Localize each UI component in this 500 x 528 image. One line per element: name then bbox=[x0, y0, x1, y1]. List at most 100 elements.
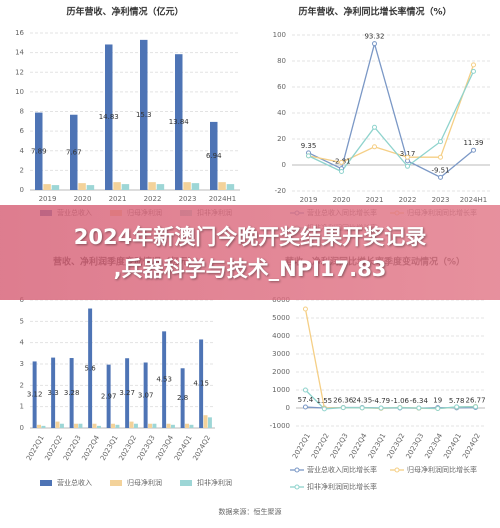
bar bbox=[105, 44, 113, 191]
y-tick-label: 100 bbox=[273, 31, 286, 39]
data-label: 3.28 bbox=[64, 389, 80, 397]
bar bbox=[74, 423, 79, 428]
bar bbox=[203, 415, 208, 428]
bar bbox=[106, 364, 111, 428]
bar bbox=[156, 184, 165, 190]
y-tick-label: 1 bbox=[20, 403, 24, 411]
bar bbox=[210, 121, 218, 190]
y-tick-label: 60 bbox=[277, 83, 286, 91]
data-label: 3.27 bbox=[119, 389, 135, 397]
data-label: 2.8 bbox=[177, 394, 188, 402]
point bbox=[302, 306, 308, 312]
bar bbox=[51, 185, 60, 190]
y-tick-label: -1000 bbox=[270, 422, 290, 430]
source: 数据来源：恒生聚源 bbox=[219, 507, 282, 516]
point bbox=[416, 405, 422, 411]
bar bbox=[55, 421, 60, 428]
data-label: -9.51 bbox=[431, 166, 449, 174]
data-label: 57.4 bbox=[298, 396, 314, 404]
y-tick-label: 14 bbox=[15, 49, 24, 57]
bar bbox=[129, 421, 134, 428]
data-label: -6.34 bbox=[410, 397, 429, 405]
data-label: 1.55 bbox=[317, 397, 333, 405]
y-tick-label: 0 bbox=[20, 424, 24, 432]
bar bbox=[111, 423, 116, 428]
y-tick-label: -20 bbox=[275, 187, 286, 195]
x-tick-label: 2019 bbox=[300, 196, 318, 204]
y-tick-label: 0 bbox=[20, 186, 24, 194]
x-tick-label: 2019 bbox=[39, 195, 57, 203]
y-tick-label: 0 bbox=[282, 161, 286, 169]
point bbox=[471, 62, 476, 68]
bar bbox=[37, 424, 42, 428]
point bbox=[372, 41, 377, 47]
data-label: 3.07 bbox=[138, 391, 154, 399]
bar bbox=[175, 54, 183, 190]
bar bbox=[41, 425, 46, 428]
point bbox=[302, 387, 308, 393]
data-label: 5.78 bbox=[449, 397, 465, 405]
x-tick-label: 2021 bbox=[366, 196, 384, 204]
x-tick-label: 2023 bbox=[179, 195, 197, 203]
y-tick-label: 4000 bbox=[272, 332, 290, 340]
point bbox=[471, 147, 476, 153]
bar bbox=[226, 184, 235, 190]
series-line bbox=[308, 64, 475, 164]
x-tick-label: 2022Q2 bbox=[310, 432, 331, 460]
data-label: 26.77 bbox=[466, 397, 486, 405]
y-tick-label: 5 bbox=[20, 317, 24, 325]
legend-label: 营业总收入 bbox=[57, 478, 92, 487]
x-tick-label: 2021 bbox=[109, 195, 127, 203]
bar bbox=[148, 182, 156, 190]
point bbox=[454, 404, 460, 410]
x-tick-label: 2024H1 bbox=[209, 195, 237, 203]
data-label: 9.35 bbox=[301, 142, 317, 150]
y-tick-label: 10 bbox=[15, 88, 24, 96]
bar bbox=[70, 114, 78, 190]
y-tick-label: 20 bbox=[277, 135, 286, 143]
x-tick-label: 2022Q3 bbox=[329, 432, 350, 460]
banner-line: ,兵器科学与技术_NPI17.83 bbox=[113, 256, 387, 281]
legend-swatch bbox=[40, 480, 52, 486]
bar bbox=[96, 425, 101, 428]
data-label: 13.84 bbox=[169, 118, 190, 126]
data-label: 7.89 bbox=[31, 147, 47, 155]
point bbox=[306, 153, 311, 159]
x-tick-label: 2023Q1 bbox=[367, 432, 388, 460]
y-tick-label: 4 bbox=[20, 147, 25, 155]
data-label: 4.53 bbox=[156, 376, 172, 384]
legend-swatch bbox=[294, 467, 300, 473]
legend-swatch bbox=[180, 480, 192, 486]
point bbox=[378, 405, 384, 411]
y-tick-label: 5000 bbox=[272, 314, 290, 322]
data-label: 24.35 bbox=[352, 397, 372, 405]
bar bbox=[207, 417, 212, 428]
bar bbox=[69, 358, 74, 428]
y-tick-label: 3 bbox=[20, 360, 24, 368]
legend-label: 扣非净利润同比增长率 bbox=[307, 482, 377, 491]
bar bbox=[166, 423, 171, 428]
bar bbox=[148, 423, 153, 428]
bar bbox=[59, 423, 64, 428]
x-tick-label: 2024Q2 bbox=[461, 432, 482, 460]
x-tick-label: 2023Q2 bbox=[386, 432, 407, 460]
data-label: 5.6 bbox=[85, 364, 97, 372]
y-tick-label: 80 bbox=[277, 57, 286, 65]
bar bbox=[143, 362, 148, 428]
y-tick-label: 6 bbox=[20, 127, 25, 135]
series-line bbox=[304, 308, 476, 410]
point bbox=[372, 144, 377, 150]
point bbox=[397, 405, 403, 411]
point bbox=[339, 159, 344, 165]
point bbox=[340, 405, 346, 411]
x-tick-label: 2020 bbox=[333, 196, 351, 204]
bar bbox=[191, 183, 200, 190]
x-tick-label: 2020 bbox=[74, 195, 92, 203]
data-label: 3.17 bbox=[400, 150, 416, 158]
y-tick-label: 2 bbox=[20, 166, 24, 174]
x-tick-label: 2022 bbox=[144, 195, 162, 203]
bar bbox=[88, 308, 93, 428]
bar bbox=[51, 357, 56, 428]
